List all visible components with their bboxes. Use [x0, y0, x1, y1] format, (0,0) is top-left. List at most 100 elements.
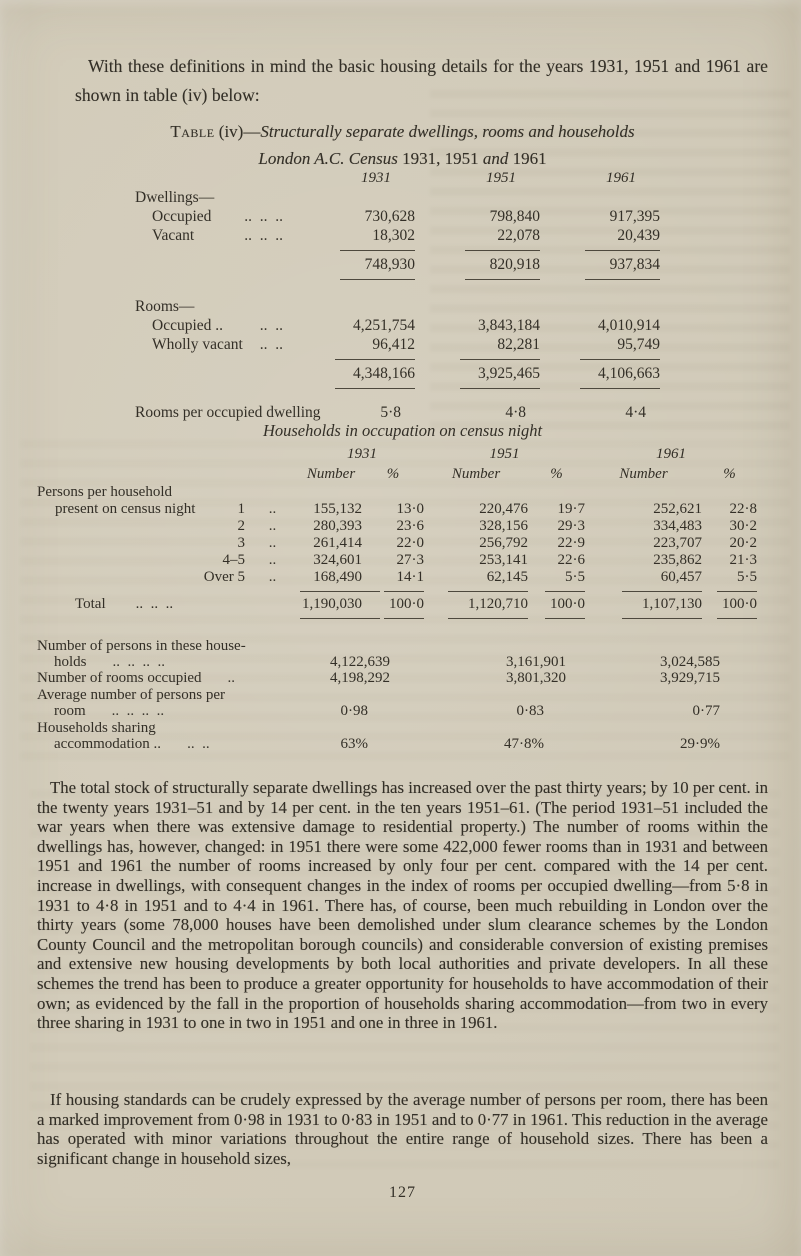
households-table: 1931 1951 1961 Number % Number % Number … — [37, 444, 757, 753]
household-size: 4–5 — [222, 552, 246, 568]
row-label: Vacant — [152, 227, 195, 244]
sum-rule — [340, 279, 415, 281]
value-cell: 19·7 — [557, 501, 586, 517]
total-cell: 1,120,710 — [468, 596, 528, 612]
dot-leaders: .. .. — [259, 317, 283, 334]
row-label: Rooms per occupied dwelling — [135, 404, 321, 421]
summary-label-line2: room — [54, 703, 86, 719]
row-label: Occupied — [152, 208, 212, 225]
value-cell: 3,161,901 — [506, 654, 566, 670]
year-header-1951: 1951 — [489, 446, 520, 462]
sum-rule — [717, 618, 757, 620]
value-cell: 155,132 — [313, 501, 362, 517]
value-cell: 21·3 — [729, 552, 758, 568]
stub-label-line2: present on census night — [55, 501, 196, 517]
table-row: Occupied .. .. .. 730,628 798,840 917,395 — [135, 207, 660, 226]
value-cell: 220,476 — [479, 501, 528, 517]
table-row: Vacant .. .. .. 18,302 22,078 20,439 — [135, 226, 660, 245]
value-cell: 22,078 — [497, 227, 540, 244]
dot-leaders: .. — [268, 569, 277, 585]
value-cell: 30·2 — [729, 518, 758, 534]
sum-rule — [335, 388, 415, 390]
sum-rule — [335, 359, 415, 361]
total-cell: 748,930 — [364, 256, 415, 273]
table-row: Over 5 .. 168,490 14·1 62,145 5·5 60,457… — [37, 569, 757, 586]
value-cell: 4,122,639 — [330, 654, 390, 670]
table-row: present on census night 1 .. 155,132 13·0… — [37, 501, 757, 518]
section-header-dwellings: Dwellings— — [135, 189, 215, 206]
value-cell: 22·8 — [729, 501, 758, 517]
row-label: Occupied .. — [152, 317, 224, 334]
table-row: 3 .. 261,414 22·0 256,792 22·9 223,707 2… — [37, 535, 758, 552]
sum-rule — [460, 359, 540, 361]
sum-rule — [580, 388, 660, 390]
value-cell: 3,929,715 — [660, 670, 720, 686]
value-cell: 3,843,184 — [478, 317, 540, 334]
summary-label-line2: holds — [54, 654, 87, 670]
value-cell: 5·8 — [380, 404, 401, 421]
value-cell: 63% — [340, 736, 369, 752]
col-header-number: Number — [451, 466, 501, 482]
sum-rule — [340, 250, 415, 252]
value-cell: 0·98 — [340, 703, 369, 719]
table-row: 4–5 .. 324,601 27·3 253,141 22·6 235,862… — [37, 552, 758, 569]
year-header-row: 1931 1951 1961 — [135, 168, 660, 188]
value-cell: 223,707 — [653, 535, 702, 551]
dot-leaders: .. — [227, 670, 236, 686]
total-cell: 4,348,166 — [353, 365, 415, 382]
value-cell: 4,010,914 — [598, 317, 660, 334]
sum-rule — [448, 618, 528, 620]
value-cell: 252,621 — [653, 501, 702, 517]
dot-leaders: .. .. .. .. — [112, 654, 166, 670]
col-header-percent: % — [386, 466, 400, 482]
value-cell: 27·3 — [396, 552, 425, 568]
intro-text: With these definitions in mind the basic… — [75, 56, 768, 105]
value-cell: 13·0 — [396, 501, 425, 517]
households-table-caption: Households in occupation on census night — [37, 421, 768, 441]
year-header-1961: 1961 — [606, 170, 636, 186]
value-cell: 3,024,585 — [660, 654, 720, 670]
total-cell: 1,190,030 — [302, 596, 362, 612]
caption-sub-years: 1931, 1951 — [397, 149, 483, 168]
table-row: Occupied .. .. .. 4,251,754 3,843,184 4,0… — [135, 316, 660, 335]
col-header-percent: % — [723, 466, 736, 482]
dot-leaders: .. — [268, 552, 277, 568]
sum-rule — [460, 388, 540, 390]
summary-row: room .. .. .. .. 0·98 0·83 0·77 — [37, 703, 757, 720]
body-paragraph-text: If housing standards can be crudely expr… — [37, 1090, 768, 1168]
value-cell: 29·3 — [557, 518, 586, 534]
dot-leaders: .. .. .. .. — [111, 703, 165, 719]
value-cell: 253,141 — [479, 552, 528, 568]
value-cell: 334,483 — [653, 518, 702, 534]
value-cell: 235,862 — [653, 552, 702, 568]
caption-sub-census: London A.C. Census — [258, 149, 398, 168]
sum-rule-row — [135, 274, 660, 285]
household-size: 2 — [237, 518, 246, 534]
value-cell: 168,490 — [313, 569, 362, 585]
value-cell: 261,414 — [313, 535, 362, 551]
value-cell: 20·2 — [729, 535, 758, 551]
total-cell: 820,918 — [489, 256, 540, 273]
sum-rule-row — [135, 383, 660, 394]
page-number-text: 127 — [389, 1184, 416, 1201]
household-size: 3 — [237, 535, 246, 551]
rooms-per-dwelling-row: Rooms per occupied dwelling 5·8 4·8 4·4 — [135, 403, 660, 422]
value-cell: 3,801,320 — [506, 670, 566, 686]
dot-leaders: .. .. .. — [244, 208, 283, 225]
sum-rule — [585, 250, 660, 252]
sum-rule-row — [135, 354, 660, 365]
total-cell: 4,106,663 — [598, 365, 660, 382]
year-header-1931: 1931 — [361, 170, 391, 186]
column-header-row: Number % Number % Number % — [37, 464, 757, 484]
dot-leaders: .. .. — [187, 736, 210, 752]
body-paragraph-text: The total stock of structurally separate… — [37, 778, 768, 1033]
stub-label-line1: Persons per household — [37, 484, 172, 500]
sum-rule — [465, 279, 540, 281]
value-cell: 324,601 — [313, 552, 362, 568]
intro-paragraph: With these definitions in mind the basic… — [75, 52, 768, 110]
value-cell: 0·83 — [516, 703, 545, 719]
value-cell: 18,302 — [372, 227, 415, 244]
sum-rule — [717, 591, 757, 593]
value-cell: 14·1 — [396, 569, 425, 585]
